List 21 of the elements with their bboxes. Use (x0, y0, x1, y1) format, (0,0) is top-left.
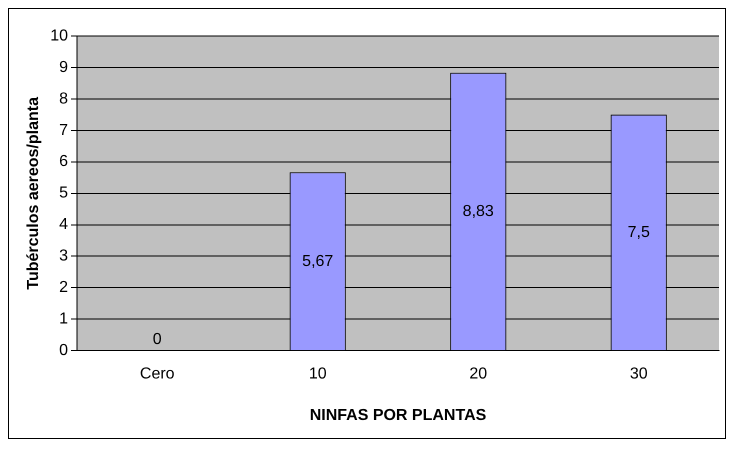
x-tick-label: Cero (140, 366, 175, 383)
y-tick-label: 3 (59, 248, 68, 265)
y-tick-label: 6 (59, 153, 68, 170)
x-tick-label: 10 (308, 366, 327, 383)
y-tick-label: 5 (59, 184, 68, 202)
y-axis-title: Tubérculos aereos/planta (25, 96, 42, 290)
y-tick-label: 9 (59, 58, 68, 76)
y-tick-label: 1 (59, 310, 68, 328)
data-label: 0 (152, 331, 162, 348)
data-label: 7,5 (628, 224, 650, 242)
y-tick-label: 2 (59, 279, 68, 296)
y-tick-label: 8 (59, 90, 68, 108)
y-tick-label: 7 (59, 122, 68, 139)
data-label: 5,67 (302, 252, 334, 270)
x-axis-title: NINFAS POR PLANTAS (310, 406, 487, 424)
y-tick-label: 10 (50, 27, 68, 44)
x-tick-label: 30 (630, 366, 648, 383)
y-tick-label: 0 (59, 342, 68, 360)
data-label: 8,83 (462, 203, 494, 220)
x-tick-label: 20 (469, 366, 488, 383)
y-tick-label: 4 (59, 216, 68, 234)
